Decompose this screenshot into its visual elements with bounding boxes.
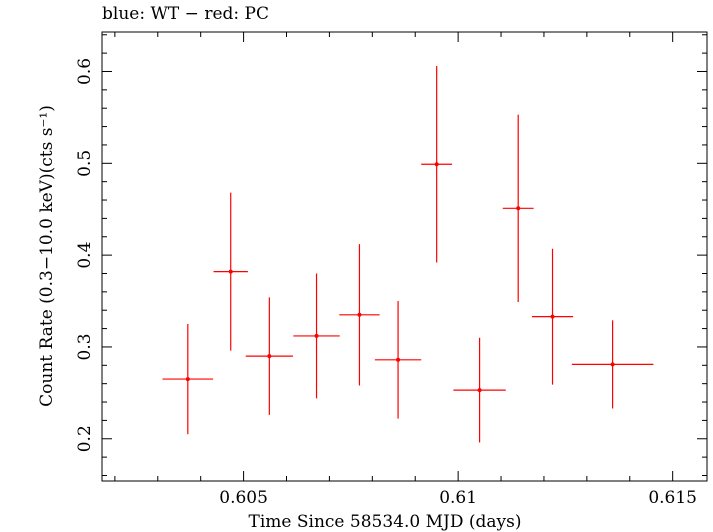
y-tick-label: 0.5 — [75, 150, 95, 177]
data-point — [293, 273, 340, 399]
y-tick-label: 0.4 — [75, 242, 95, 269]
x-tick-label: 0.61 — [439, 488, 477, 508]
data-point — [213, 192, 248, 351]
point-marker — [314, 333, 319, 338]
point-marker — [516, 206, 521, 211]
point-marker — [434, 162, 439, 167]
tick-labels: 0.605 0.61 0.615 0.2 0.3 0.4 0.5 0.6 — [75, 58, 697, 508]
x-tick-label: 0.605 — [219, 488, 268, 508]
point-marker — [228, 269, 233, 274]
x-axis-label: Time Since 58534.0 MJD (days) — [249, 512, 522, 532]
data-point — [421, 65, 453, 263]
point-marker — [396, 357, 401, 362]
data-point — [339, 244, 380, 386]
data-point — [245, 297, 293, 415]
y-tick-label: 0.3 — [75, 333, 95, 360]
y-tick-label: 0.2 — [75, 425, 95, 452]
data-point — [162, 323, 214, 435]
data-point — [531, 248, 574, 385]
point-marker — [357, 312, 362, 317]
data-points — [162, 65, 654, 443]
data-point — [502, 114, 534, 302]
chart-title: blue: WT − red: PC — [102, 4, 269, 24]
point-marker — [267, 354, 272, 359]
data-point — [453, 337, 506, 443]
data-point — [374, 301, 422, 419]
point-marker — [477, 388, 482, 393]
data-point — [571, 320, 654, 409]
ticks — [102, 32, 707, 481]
y-axis-label: Count Rate (0.3−10.0 keV)(cts s⁻¹) — [37, 105, 57, 407]
y-tick-label: 0.6 — [75, 58, 95, 85]
point-marker — [610, 362, 615, 367]
plot-frame — [101, 31, 708, 482]
point-marker — [550, 314, 555, 319]
x-tick-label: 0.615 — [648, 488, 697, 508]
point-marker — [185, 377, 190, 382]
